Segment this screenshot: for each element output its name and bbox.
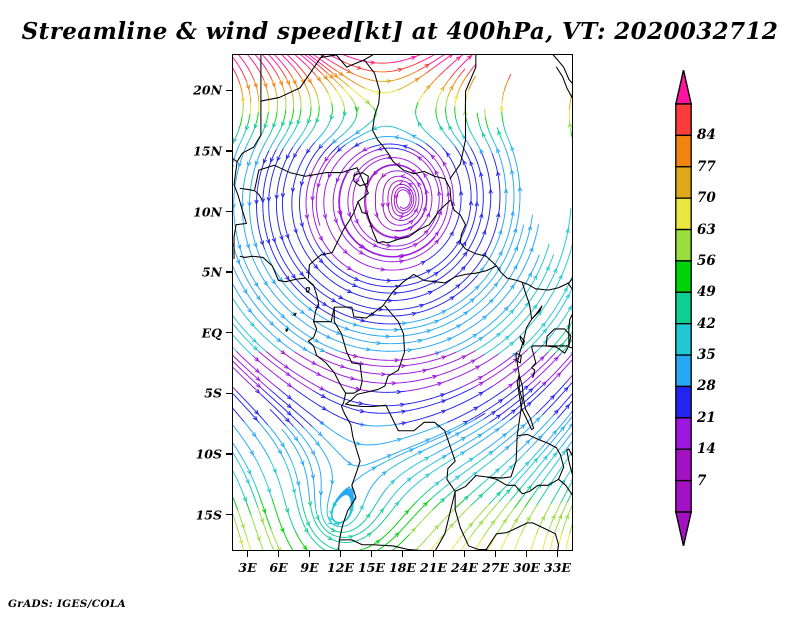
- x-axis-tick: [339, 551, 342, 557]
- colorbar-tick-label: 7: [697, 472, 707, 489]
- colorbar-tick-label: 42: [697, 315, 716, 332]
- y-axis-tick-label: 15S: [195, 507, 222, 523]
- x-axis-tick: [308, 551, 311, 557]
- streamline-map-canvas: [233, 55, 572, 550]
- x-axis-tick: [277, 551, 280, 557]
- colorbar-arrow-bottom: [675, 511, 692, 546]
- colorbar-band: [675, 385, 692, 419]
- x-axis-tick: [556, 551, 559, 557]
- x-axis-tick-label: 15E: [358, 560, 385, 575]
- colorbar-tick-label: 21: [697, 409, 716, 426]
- colorbar-band: [675, 448, 692, 482]
- plot-area: [232, 54, 573, 551]
- x-axis-tick-label: 33E: [544, 560, 571, 575]
- x-axis-tick-label: 12E: [327, 560, 354, 575]
- colorbar-tick-label: 14: [697, 441, 716, 458]
- colorbar-band: [675, 103, 692, 137]
- y-axis-tick: [226, 453, 232, 455]
- y-axis-tick-label: 5S: [204, 385, 222, 401]
- y-axis-tick: [226, 332, 232, 334]
- x-axis-tick: [525, 551, 528, 557]
- colorbar-band: [675, 291, 692, 325]
- chart-title: Streamline & wind speed[kt] at 400hPa, V…: [21, 18, 779, 45]
- colorbar-tick-label: 77: [697, 158, 716, 175]
- colorbar: [675, 70, 692, 546]
- x-axis-tick-label: 6E: [269, 560, 288, 575]
- colorbar-tick-label: 28: [697, 378, 716, 395]
- x-axis-tick-label: 27E: [482, 560, 509, 575]
- y-axis-tick: [226, 210, 232, 213]
- x-axis-tick-label: 18E: [389, 560, 416, 575]
- y-axis-tick-label: 5N: [201, 264, 222, 280]
- y-axis-tick: [226, 150, 232, 152]
- y-axis-tick: [226, 89, 232, 92]
- colorbar-tick-label: 84: [697, 127, 716, 144]
- colorbar-tick-label: 56: [697, 252, 716, 269]
- colorbar-band: [675, 228, 692, 262]
- colorbar-band: [675, 479, 692, 513]
- colorbar-band: [675, 166, 692, 199]
- x-axis-tick-label: 3E: [238, 560, 257, 575]
- colorbar-tick-label: 70: [697, 190, 716, 207]
- x-axis-tick-label: 30E: [513, 560, 540, 575]
- colorbar-swatches: [675, 70, 692, 546]
- x-axis-tick: [370, 551, 373, 557]
- x-axis-tick: [432, 551, 435, 557]
- y-axis-tick-label: 20N: [193, 82, 222, 98]
- x-axis-tick: [246, 551, 249, 557]
- x-axis-tick-label: 24E: [451, 560, 478, 575]
- y-axis-tick: [226, 392, 232, 395]
- colorbar-tick-label: 63: [697, 221, 716, 238]
- y-axis-tick-label: 10S: [195, 446, 222, 462]
- colorbar-band: [675, 260, 692, 293]
- y-axis-tick: [226, 513, 232, 516]
- y-axis-tick-label: 10N: [193, 204, 222, 220]
- colorbar-band: [675, 134, 692, 168]
- colorbar-band: [675, 417, 692, 450]
- y-axis-tick: [226, 271, 232, 273]
- colorbar-band: [675, 197, 692, 231]
- x-axis-tick-label: 21E: [420, 560, 447, 575]
- y-axis-tick-label: 15N: [193, 143, 222, 159]
- x-axis-tick-label: 9E: [300, 560, 319, 575]
- x-axis-tick: [401, 551, 404, 557]
- attribution-footer: GrADS: IGES/COLA: [8, 598, 126, 610]
- colorbar-band: [675, 323, 692, 356]
- colorbar-band: [675, 354, 692, 388]
- x-axis-tick: [494, 551, 497, 557]
- x-axis-tick: [463, 551, 466, 557]
- colorbar-arrow-top: [675, 70, 692, 105]
- colorbar-tick-label: 49: [697, 284, 716, 301]
- colorbar-tick-label: 35: [697, 347, 716, 364]
- y-axis-tick-label: EQ: [201, 325, 222, 341]
